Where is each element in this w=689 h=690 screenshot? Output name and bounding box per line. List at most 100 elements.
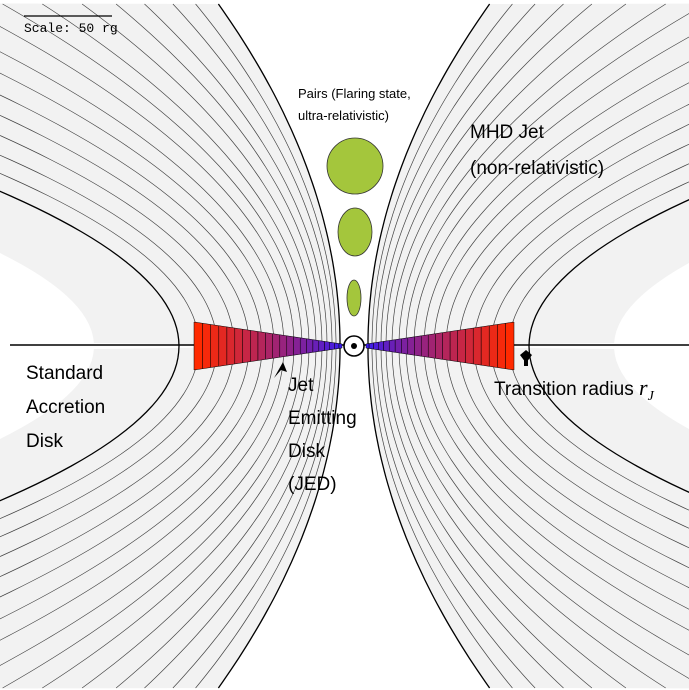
disk-segment	[368, 342, 374, 350]
pairs-label-line1: Pairs (Flaring state,	[298, 86, 411, 101]
disk-segment	[257, 331, 266, 361]
field-line	[367, 346, 491, 689]
field-line	[398, 3, 666, 347]
field-line	[375, 346, 536, 689]
disk-segment	[442, 331, 451, 361]
field-line	[405, 13, 689, 347]
scale-label: Scale: 50 rg	[24, 21, 118, 36]
field-line	[490, 163, 689, 347]
field-line	[528, 199, 689, 347]
disk-segment	[497, 322, 506, 370]
disk-segment	[401, 337, 409, 355]
field-line	[371, 346, 513, 689]
disk-segment	[435, 332, 443, 360]
field-line	[0, 154, 218, 347]
field-line	[115, 345, 323, 689]
sad-label-line2: Accretion	[26, 397, 106, 418]
field-line	[413, 36, 689, 347]
field-line	[195, 3, 337, 346]
disk-segment	[365, 343, 370, 349]
disk-segment	[388, 339, 396, 353]
disk-segment	[210, 324, 220, 368]
disk-segment	[265, 332, 273, 360]
field-line	[423, 61, 689, 347]
disk-segment	[312, 339, 320, 353]
accretion-disk	[193, 321, 515, 371]
disk-segment	[394, 338, 402, 354]
disk-segment	[383, 340, 390, 352]
field-line	[423, 345, 689, 631]
disk-segment	[272, 333, 281, 359]
disk-segment	[378, 341, 384, 351]
transition-radius-subscript: J	[647, 388, 654, 404]
disk-segment	[338, 343, 343, 349]
disk-segment	[299, 337, 307, 355]
field-line	[0, 94, 263, 347]
field-line	[473, 143, 689, 347]
jed-label-line2: Emitting	[288, 408, 357, 429]
field-line	[508, 181, 689, 347]
disk-segment	[465, 327, 474, 365]
field-line	[380, 3, 564, 347]
field-line	[2, 3, 303, 347]
field-line	[445, 345, 689, 589]
disk-segment	[202, 322, 211, 370]
field-line	[391, 345, 627, 689]
black-hole-icon	[343, 335, 365, 357]
field-line	[42, 345, 310, 689]
field-line	[0, 345, 235, 557]
arrow-up-icon	[274, 362, 287, 378]
disk-segment	[457, 328, 466, 364]
disk-segment	[286, 335, 294, 357]
field-line	[391, 3, 627, 347]
field-line	[0, 51, 285, 347]
field-line	[445, 103, 689, 347]
disk-segment	[414, 335, 422, 357]
field-line	[0, 135, 235, 347]
disk-segment	[234, 327, 243, 365]
disk-segment	[226, 326, 236, 366]
field-line	[0, 345, 180, 502]
pair-blobs	[326, 137, 384, 317]
sad-label-line1: Standard	[26, 363, 104, 384]
jed-label-line3: Disk	[288, 441, 325, 462]
transition-radius-label: Transition radius rJ	[494, 376, 689, 409]
mhd-jet-label-line2: (non-relativistic)	[470, 158, 605, 179]
field-line	[81, 345, 317, 689]
field-line	[0, 345, 285, 641]
disk-segment	[334, 342, 340, 350]
mhd-jet-label-line1: MHD Jet	[470, 122, 544, 143]
pair-blob	[326, 137, 384, 195]
field-line	[508, 345, 689, 511]
disk-segment	[306, 338, 314, 354]
disk-segment	[324, 341, 330, 351]
disk-segment	[293, 336, 301, 356]
field-line	[385, 345, 593, 689]
field-line	[0, 345, 218, 538]
jet-region	[0, 3, 340, 346]
field-line	[405, 345, 689, 679]
field-line	[144, 345, 328, 689]
field-line	[0, 173, 200, 347]
disk-segment	[279, 334, 288, 358]
field-line	[195, 346, 337, 689]
magnetic-field-lines	[0, 3, 689, 689]
field-line	[433, 345, 689, 610]
field-line	[172, 3, 333, 346]
field-line	[375, 3, 536, 346]
arrow-up-icon	[520, 350, 532, 366]
disk-segment	[407, 336, 415, 356]
jed-label-line4: (JED)	[288, 474, 337, 495]
field-line	[2, 345, 303, 689]
field-line	[0, 190, 180, 347]
field-line	[458, 345, 689, 569]
disk-segment	[420, 334, 429, 358]
field-line	[528, 345, 689, 493]
disk-segment	[427, 333, 436, 359]
field-line	[380, 345, 564, 689]
field-line	[144, 3, 328, 347]
jed-label-line1: Jet	[288, 375, 314, 396]
disk-segment	[218, 325, 228, 367]
field-line	[413, 345, 689, 656]
pairs-label-line2: ultra-relativistic)	[298, 108, 390, 123]
